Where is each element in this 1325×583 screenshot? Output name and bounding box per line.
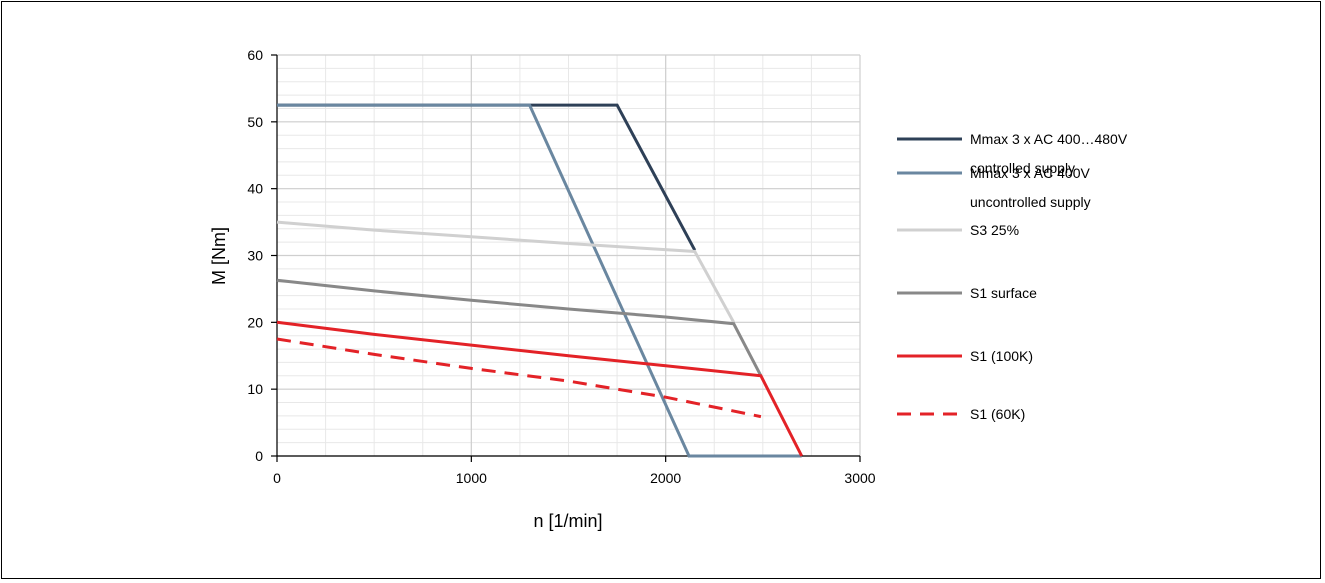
legend-label-2: uncontrolled supply [970,194,1091,210]
legend-layer: Mmax 3 x AC 400…480V controlled supplyMma… [897,131,1128,422]
legend-label-3: S3 25% [970,222,1019,238]
y-tick-label: 60 [247,47,263,63]
y-tick-label: 0 [255,448,263,464]
x-tick-label: 2000 [650,470,681,486]
series-line-2 [277,103,802,458]
series-line-5 [276,320,804,457]
y-tick-label: 10 [247,381,263,397]
y-tick-label: 40 [247,181,263,197]
y-tick-label: 50 [247,114,263,130]
x-tick-label: 3000 [844,470,875,486]
x-tick-label: 0 [273,470,281,486]
series-line-6 [276,337,762,419]
legend-label-6: S1 (60K) [970,406,1025,422]
legend-label-1: controlled supply [970,160,1075,176]
legend-label-2: Mmax 3 x AC 400V [970,165,1090,181]
x-axis-title: n [1/min] [533,511,602,531]
legend-label-5: S1 (100K) [970,348,1033,364]
series-layer [276,103,804,458]
y-tick-label: 30 [247,248,263,264]
legend-label-4: S1 surface [970,285,1037,301]
series-line-3 [276,220,736,324]
y-axis-title: M [Nm] [209,227,229,285]
axes-layer: 0 10 20 30 40 50 60 0 1000 2000 3000 [247,47,875,486]
series-line-4 [276,278,763,377]
y-tick-label: 20 [247,314,263,330]
x-tick-label: 1000 [456,470,487,486]
legend-label-1: Mmax 3 x AC 400…480V [970,131,1128,147]
